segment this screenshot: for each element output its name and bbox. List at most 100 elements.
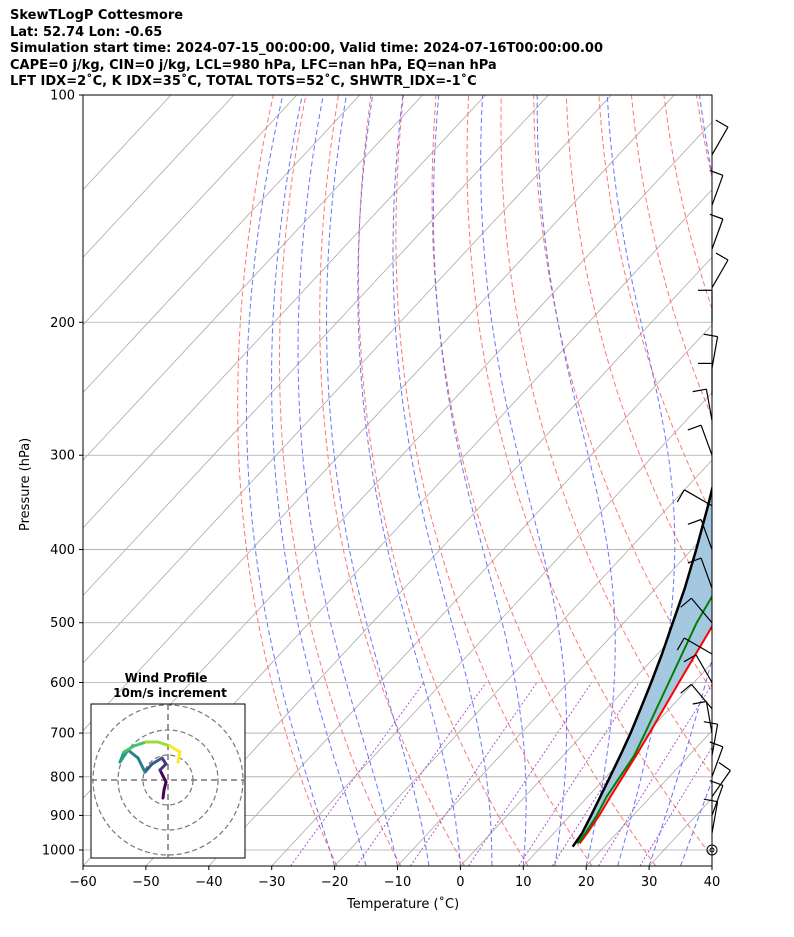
x-axis-label: Temperature (˚C) [346, 896, 459, 912]
isotherm-line [334, 459, 712, 866]
barb-staff [711, 801, 719, 834]
barb-flag [709, 213, 724, 220]
wind-barb [676, 489, 713, 507]
isotherm-line [83, 95, 361, 394]
barb-flag [703, 798, 718, 803]
dry-adiabat-line [395, 95, 593, 866]
hodograph-segment [126, 748, 140, 760]
x-tick-label: −30 [258, 875, 285, 890]
calm-wind-symbol [706, 844, 718, 856]
x-tick-label: −50 [132, 875, 159, 890]
moist-adiabat-line [606, 95, 676, 866]
dry-adiabat-line [431, 95, 657, 866]
barb-flag [703, 333, 718, 338]
barb-flag [715, 252, 729, 261]
barb-flag [680, 597, 692, 608]
isotherm-line [208, 324, 712, 866]
barb-staff [711, 218, 724, 250]
wind-barb [711, 762, 731, 798]
barb-flag [709, 169, 724, 176]
barb-staff [700, 424, 713, 456]
dry-adiabat-line [237, 95, 338, 866]
wind-barb [683, 654, 713, 683]
isotherm-line [585, 730, 712, 866]
hodograph-segment [176, 750, 182, 764]
y-axis: 1000 900 800 700 600 500 400 300 200 100 [42, 89, 83, 859]
location-line: Lat: 52.74 Lon: -0.65 [10, 24, 163, 40]
wind-barb [692, 700, 713, 734]
wind-barb [709, 741, 724, 778]
barb-staff [695, 654, 713, 683]
barb-staff [684, 637, 713, 655]
hodograph-segment [150, 756, 164, 766]
mixing-ratio-line [290, 682, 425, 866]
x-tick-label: 30 [641, 875, 658, 890]
x-tick-label: −40 [195, 875, 222, 890]
barb-flag [709, 741, 724, 748]
dry-adiabat-line [565, 95, 712, 606]
barb-staff [711, 126, 729, 156]
dry-adiabat-line [500, 95, 712, 776]
isotherm-line [711, 865, 712, 866]
moist-adiabat-line [648, 95, 712, 866]
hodograph-segment [132, 740, 148, 748]
mixing-ratio-line [468, 682, 593, 866]
hodograph-segment [118, 750, 126, 764]
barb-flag [676, 637, 685, 651]
barb-staff [690, 597, 713, 624]
barb-staff [700, 557, 713, 589]
dry-adiabat-line [357, 95, 529, 866]
wind-barb [703, 333, 719, 369]
mixing-ratio-line [410, 682, 538, 866]
x-tick-label: 20 [578, 875, 595, 890]
moist-adiabat-line [297, 95, 398, 866]
x-tick-label: −20 [321, 875, 348, 890]
y-tick-label: 200 [50, 316, 75, 331]
wind-barb [709, 169, 724, 206]
wind-barb [692, 388, 713, 421]
moist-adiabat-line [680, 779, 712, 866]
mixing-ratio-line [518, 682, 640, 866]
isotherm-line [460, 594, 712, 866]
x-tick-label: −60 [69, 875, 96, 890]
chart-title: SkewTLogP Cottesmore [10, 8, 184, 23]
wind-barb [680, 597, 713, 624]
barb-staff [711, 785, 724, 816]
isotherm-line [271, 391, 712, 866]
barb-flag [676, 489, 685, 503]
barb-flag [683, 654, 697, 663]
y-tick-label: 800 [50, 770, 75, 785]
dry-adiabat-line [630, 95, 712, 419]
barb-staff [711, 724, 719, 756]
hodograph-segment [136, 756, 147, 774]
barb-staff [705, 389, 713, 421]
wind-barb [687, 557, 713, 589]
cin-fill [575, 489, 712, 844]
wind-barb [698, 362, 713, 396]
y-tick-label: 300 [50, 449, 75, 464]
y-tick-label: 700 [50, 727, 75, 742]
mixing-ratio-line [355, 682, 487, 866]
wind-barb [676, 637, 713, 655]
isotherm-line [83, 95, 612, 664]
isotherm-line [523, 662, 712, 866]
isotherm-line [397, 527, 712, 866]
y-tick-label: 1000 [42, 844, 75, 859]
mixing-ratio-line [639, 746, 712, 866]
barb-flag [687, 557, 702, 564]
wind-barb [698, 289, 713, 323]
barb-staff [690, 683, 713, 710]
mixing-ratio-line [598, 683, 712, 866]
time-line: Simulation start time: 2024-07-15_00:00:… [10, 41, 603, 56]
dry-adiabat-line [279, 95, 402, 866]
hodograph-title: Wind Profile [125, 671, 208, 685]
isotherm-line [83, 95, 486, 529]
wind-barb [703, 798, 719, 834]
hodograph-segment [143, 762, 154, 774]
barb-staff [711, 259, 729, 289]
wind-barb [711, 252, 729, 289]
x-tick-label: 10 [515, 875, 532, 890]
barb-staff [711, 336, 719, 369]
indices-line: LFT IDX=2˚C, K IDX=35˚C, TOTAL TOTS=52˚C… [10, 74, 477, 89]
wind-barb [709, 213, 724, 250]
